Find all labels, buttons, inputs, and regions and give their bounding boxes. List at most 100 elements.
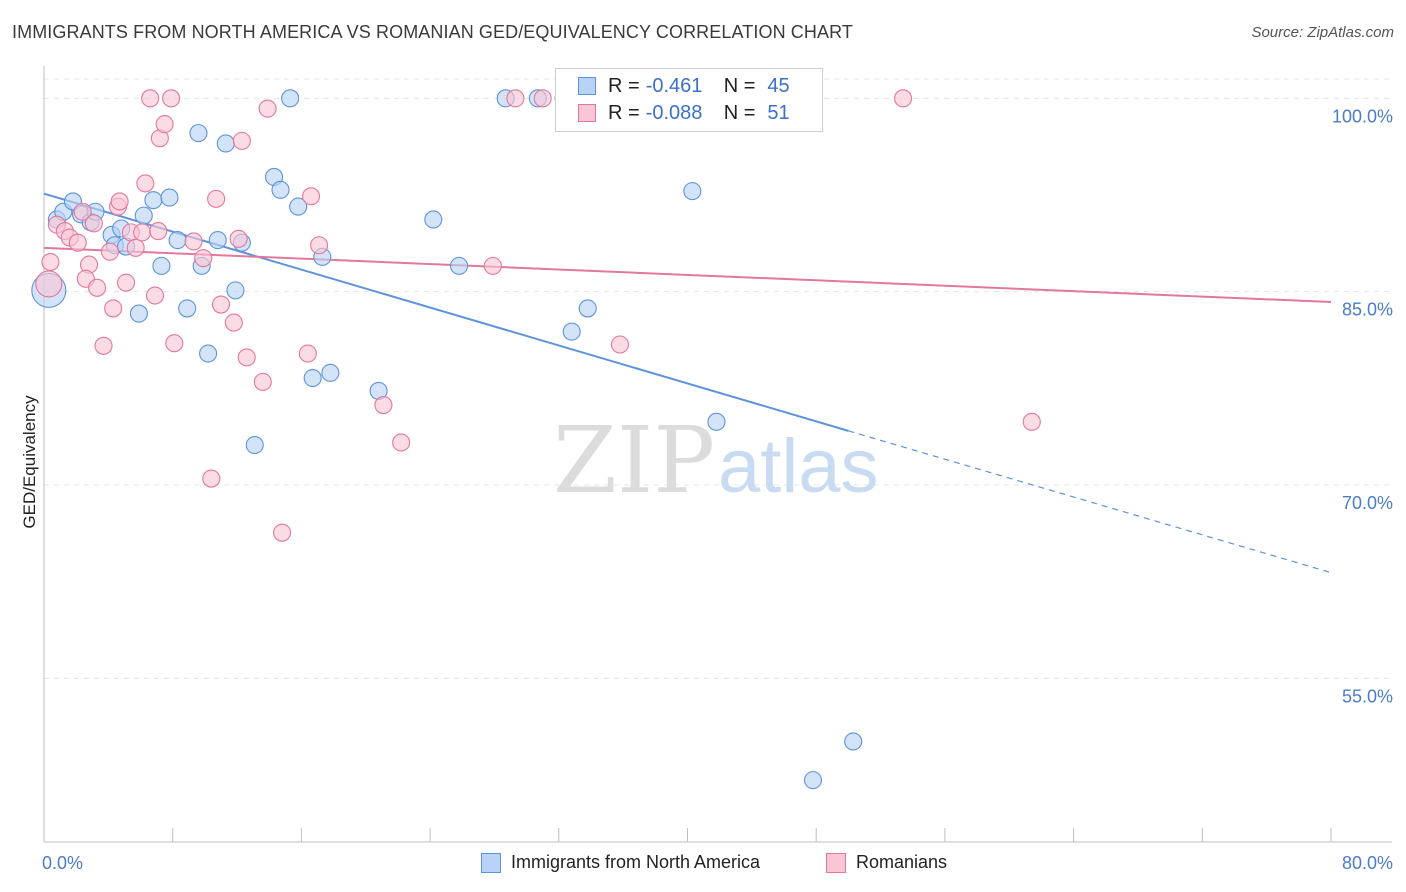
legend-label: Immigrants from North America [511, 852, 761, 872]
data-point [533, 89, 552, 108]
data-point [208, 231, 227, 250]
data-point [136, 174, 155, 193]
data-point [424, 210, 443, 229]
data-point [707, 412, 726, 431]
data-point [73, 202, 92, 221]
data-point [144, 191, 163, 210]
trend-lines [43, 192, 1332, 574]
data-point [303, 368, 322, 388]
data-point [298, 344, 317, 363]
data-point [237, 348, 256, 367]
data-point [145, 286, 165, 305]
data-point [129, 304, 148, 323]
data-point [199, 344, 218, 363]
watermark-zip: ZIP [553, 407, 715, 514]
data-point [207, 189, 226, 208]
data-point [100, 242, 120, 261]
x-tick-label-max: 80.0% [1342, 853, 1393, 873]
data-point [302, 187, 321, 206]
data-point [68, 233, 87, 252]
data-point [844, 732, 863, 751]
data-point [289, 197, 308, 216]
data-point [126, 238, 145, 257]
data-point [562, 322, 581, 341]
data-point [226, 281, 245, 300]
legend-item-romanians: Romanians [826, 852, 947, 873]
gridlines [44, 78, 1391, 679]
data-point [450, 256, 469, 275]
n-value: 45 [767, 74, 790, 97]
legend-swatch-north-america [481, 852, 501, 873]
chart-title: IMMIGRANTS FROM NORTH AMERICA VS ROMANIA… [12, 22, 853, 42]
data-point [321, 363, 340, 382]
r-label: R = [608, 101, 640, 124]
data-point [116, 273, 136, 292]
data-points [31, 89, 1041, 790]
data-point [178, 299, 197, 318]
y-tick-label: 70.0% [1342, 493, 1393, 513]
n-value: 51 [767, 101, 790, 124]
correlation-legend: R = -0.461 N = 45 R = -0.088 N = 51 [555, 68, 823, 132]
data-point [134, 206, 153, 225]
data-point [88, 278, 107, 297]
data-point [165, 334, 184, 353]
data-point [281, 89, 300, 108]
data-point [94, 336, 113, 355]
y-tick-label: 85.0% [1342, 300, 1393, 320]
data-point [232, 131, 251, 150]
data-point [578, 299, 597, 318]
data-point [224, 313, 243, 332]
legend-swatch-romanians [826, 852, 846, 873]
data-point [133, 223, 152, 242]
data-point [229, 229, 248, 248]
trend-line-extension-0 [848, 430, 1332, 574]
data-point [155, 115, 174, 134]
data-point [271, 180, 290, 199]
data-point [110, 192, 129, 211]
n-label: N = [723, 74, 756, 97]
data-point [683, 182, 702, 201]
y-tick-label: 55.0% [1342, 686, 1393, 706]
data-point [194, 249, 213, 268]
data-point [245, 435, 264, 455]
trend-line-1 [43, 246, 1332, 303]
legend-swatch-north-america [578, 77, 596, 95]
data-point [483, 256, 502, 275]
r-value: -0.088 [645, 101, 703, 124]
data-point [35, 270, 63, 298]
data-point [506, 89, 525, 108]
n-label: N = [723, 101, 756, 124]
data-point [41, 252, 60, 272]
axes [43, 66, 1392, 843]
r-label: R = [608, 74, 640, 97]
data-point [803, 771, 823, 790]
y-tick-labels: 100.0% 85.0% 70.0% 55.0% [1332, 106, 1393, 706]
legend-row-romanians: R = -0.088 N = 51 [578, 100, 790, 126]
data-point [894, 89, 913, 108]
data-point [392, 433, 411, 452]
data-point [162, 89, 181, 108]
data-point [149, 222, 168, 241]
data-point [141, 89, 160, 108]
watermark-atlas: atlas [718, 424, 879, 509]
x-tick-label-min: 0.0% [42, 853, 83, 873]
data-point [310, 236, 329, 255]
data-point [610, 335, 629, 354]
r-value: -0.461 [645, 74, 703, 97]
data-point [202, 469, 221, 488]
data-point [189, 124, 208, 143]
y-tick-label: 100.0% [1332, 106, 1393, 126]
data-point [104, 299, 123, 318]
data-point [211, 295, 231, 314]
data-point [152, 256, 171, 275]
data-point [1022, 412, 1041, 431]
data-point [84, 214, 103, 233]
data-point [273, 523, 292, 542]
data-point [184, 232, 203, 251]
legend-row-north-america: R = -0.461 N = 45 [578, 73, 790, 99]
data-point [216, 134, 235, 153]
data-point [160, 188, 179, 207]
data-point [253, 372, 272, 391]
legend-label: Romanians [856, 852, 948, 872]
